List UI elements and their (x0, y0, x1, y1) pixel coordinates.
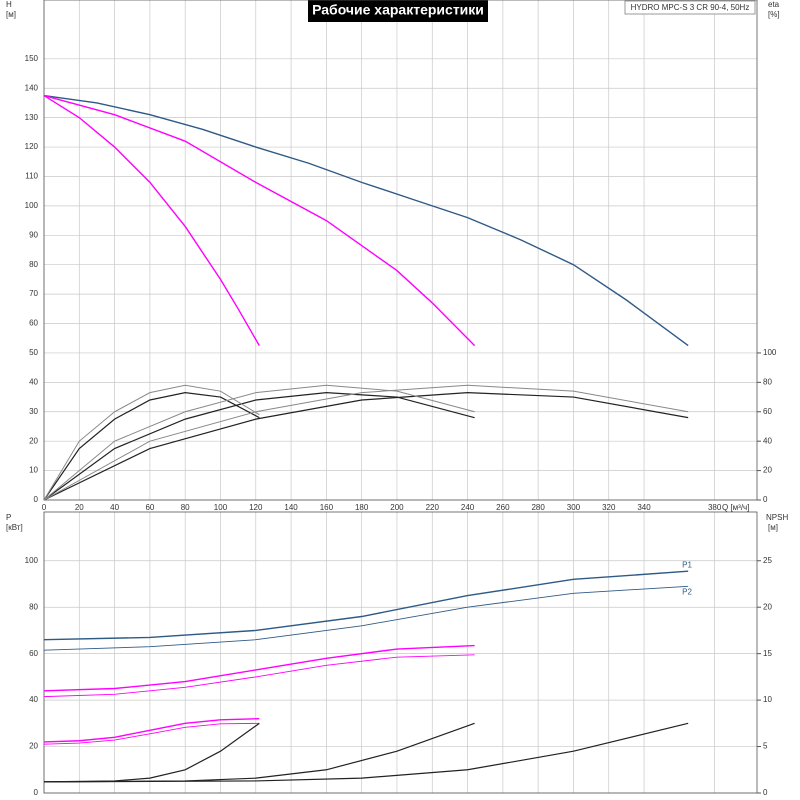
x-tick-label: 20 (75, 503, 84, 512)
y2-tick-label: 15 (763, 649, 772, 658)
y2-axis-label: eta (768, 0, 780, 9)
curve (43, 644, 475, 692)
title-box (308, 0, 488, 22)
x-axis-label: Q [м³/ч] (722, 503, 749, 512)
curve (43, 94, 476, 347)
y-axis-unit: [м] (6, 10, 16, 19)
y-axis-label: H (6, 0, 12, 9)
curve (43, 384, 260, 501)
curve (43, 722, 689, 783)
y-tick-label: 70 (29, 289, 38, 298)
curve (43, 722, 260, 783)
x-tick-label: 380 (708, 503, 722, 512)
x-tick-label: 260 (496, 503, 510, 512)
y-tick-label: 130 (25, 113, 39, 122)
y2-axis-unit: [%] (768, 10, 780, 19)
chart-title: Рабочие характеристики (312, 2, 484, 18)
curve (43, 384, 475, 501)
y-tick-label: 0 (34, 495, 39, 504)
x-tick-label: 300 (567, 503, 581, 512)
curve (43, 585, 689, 651)
y2-axis-unit: [м] (768, 523, 778, 532)
x-tick-label: 40 (110, 503, 119, 512)
y2-tick-label: 5 (763, 742, 768, 751)
x-tick-label: 180 (355, 503, 369, 512)
y2-tick-label: 60 (763, 407, 772, 416)
curve (43, 722, 475, 783)
y-tick-label: 100 (25, 201, 39, 210)
y2-tick-label: 80 (763, 377, 772, 386)
x-tick-label: 0 (42, 503, 47, 512)
y-tick-label: 10 (29, 466, 38, 475)
y-tick-label: 140 (25, 83, 39, 92)
y2-tick-label: 40 (763, 436, 772, 445)
x-tick-label: 280 (531, 503, 545, 512)
y-tick-label: 100 (25, 556, 39, 565)
curve (43, 384, 689, 501)
y2-tick-label: 0 (763, 495, 768, 504)
x-tick-label: 320 (602, 503, 616, 512)
curve (43, 722, 260, 745)
curve (43, 570, 689, 641)
y-axis-label: P (6, 513, 11, 522)
y2-axis-label: NPSH (766, 513, 788, 522)
y-tick-label: 20 (29, 436, 38, 445)
x-tick-label: 80 (181, 503, 190, 512)
y2-tick-label: 100 (763, 348, 777, 357)
y2-tick-label: 0 (763, 788, 768, 797)
y-tick-label: 60 (29, 319, 38, 328)
plot-frame (43, 0, 758, 501)
y-tick-label: 40 (29, 695, 38, 704)
chart-subtitle: HYDRO MPC-S 3 CR 90-4, 50Hz (631, 3, 750, 12)
y-tick-label: 40 (29, 377, 38, 386)
plot-frame (43, 511, 758, 794)
y-tick-label: 120 (25, 142, 39, 151)
x-tick-label: 160 (320, 503, 334, 512)
y-tick-label: 20 (29, 742, 38, 751)
x-tick-label: 240 (461, 503, 475, 512)
y-tick-label: 80 (29, 260, 38, 269)
y-axis-unit: [кВт] (6, 523, 23, 532)
curve (43, 392, 689, 501)
curve (43, 654, 475, 698)
curve-label: P2 (682, 587, 692, 596)
y2-tick-label: 20 (763, 602, 772, 611)
y-tick-label: 110 (25, 172, 38, 181)
y2-tick-label: 20 (763, 466, 772, 475)
x-tick-label: 200 (390, 503, 404, 512)
x-tick-label: 220 (426, 503, 440, 512)
subtitle-box (624, 0, 756, 15)
x-tick-label: 120 (249, 503, 263, 512)
curve (43, 94, 689, 347)
x-tick-label: 340 (637, 503, 651, 512)
y-tick-label: 60 (29, 649, 38, 658)
x-tick-label: 60 (145, 503, 154, 512)
x-tick-label: 140 (284, 503, 298, 512)
curve (43, 717, 260, 743)
y-tick-label: 50 (29, 348, 38, 357)
y-tick-label: 0 (34, 788, 39, 797)
y2-tick-label: 10 (763, 695, 772, 704)
curve (43, 392, 260, 501)
y-tick-label: 30 (29, 407, 38, 416)
y-tick-label: 80 (29, 602, 38, 611)
y2-tick-label: 25 (763, 556, 772, 565)
curve-label: P1 (682, 560, 692, 569)
y-tick-label: 90 (29, 230, 38, 239)
y-tick-label: 150 (25, 54, 39, 63)
curve (43, 94, 260, 346)
x-tick-label: 100 (214, 503, 228, 512)
